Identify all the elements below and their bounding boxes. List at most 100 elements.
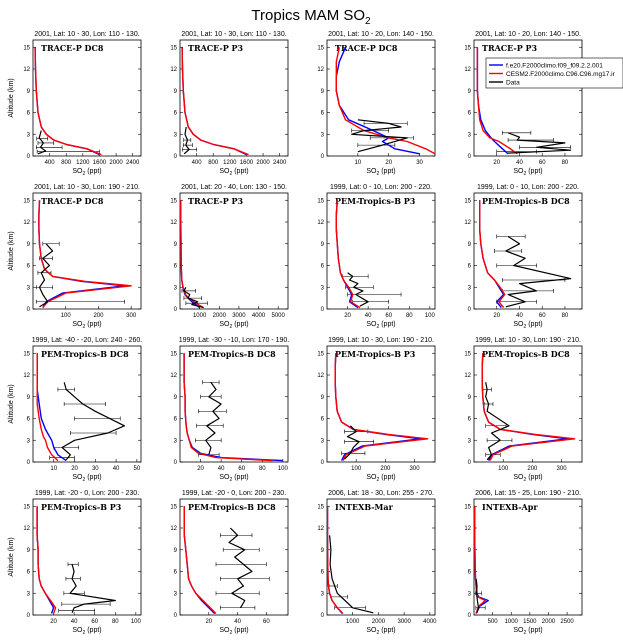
- y-tick-label: 15: [170, 198, 177, 204]
- panel-title: 2001, Lat: 20 - 40, Lon: 130 - 150.: [181, 184, 287, 191]
- panel-14: 1999, Lat: -20 - 0, Lon: 200 - 230. PEM-T…: [170, 490, 289, 636]
- plot-frame: [32, 39, 142, 157]
- x-tick-label: 80: [406, 313, 413, 319]
- y-tick-label: 3: [321, 591, 325, 597]
- series-line-data: [228, 527, 253, 609]
- y-tick-label: 9: [468, 548, 472, 554]
- series-line-data: [485, 382, 510, 461]
- x-tick-label: 2400: [273, 160, 287, 166]
- panel-11: 1999, Lat: 10 - 30, Lon: 190 - 210. PEM-T…: [317, 337, 436, 483]
- y-tick-label: 6: [27, 417, 31, 423]
- x-tick-label: 80: [562, 160, 569, 166]
- legend-box: [485, 57, 623, 89]
- x-tick-label: 60: [385, 313, 392, 319]
- series-line-model2: [327, 506, 344, 614]
- plot-frame: [326, 39, 436, 157]
- x-label-unit: (ppt): [379, 168, 395, 175]
- panel-title: 1999, Lat: 0 - 10, Lon: 200 - 220.: [477, 184, 579, 191]
- campaign-label: PEM-Tropics-B P3: [335, 349, 416, 359]
- x-tick-label: 1600: [240, 160, 254, 166]
- x-tick-label: 20: [50, 619, 57, 625]
- y-axis-label: Altitude (km): [8, 384, 15, 423]
- x-tick-label: 60: [91, 619, 98, 625]
- series-line-data: [507, 132, 572, 154]
- plot-area: [335, 47, 435, 155]
- x-tick-label: 100: [351, 466, 362, 472]
- x-label-main: SO: [366, 168, 377, 175]
- y-tick-label: 15: [23, 198, 30, 204]
- panel-title: 2001, Lat: 10 - 20, Lon: 140 - 150.: [475, 31, 581, 38]
- y-tick-label: 0: [27, 307, 31, 313]
- x-label-unit: (ppt): [232, 474, 248, 481]
- y-tick-label: 0: [468, 307, 472, 313]
- panel-9: 1999, Lat: -40 - -20, Lon: 240 - 260. PEM…: [8, 337, 142, 483]
- x-label-unit: (ppt): [526, 474, 542, 481]
- y-tick-label: 3: [321, 285, 325, 291]
- plot-frame: [179, 345, 289, 463]
- y-tick-label: 6: [27, 264, 31, 270]
- y-tick-label: 0: [27, 460, 31, 466]
- x-label-main: SO: [513, 627, 524, 634]
- x-label-main: SO: [72, 474, 83, 481]
- plot-frame: [473, 498, 583, 616]
- plot-frame: [473, 192, 583, 310]
- y-tick-label: 9: [468, 242, 472, 248]
- series-line-data: [347, 272, 369, 307]
- plot-area: [36, 506, 116, 614]
- x-tick-label: 40: [234, 619, 241, 625]
- x-label-sub: 2: [230, 324, 233, 330]
- series-line-model2: [38, 200, 132, 309]
- y-tick-label: 9: [174, 89, 178, 95]
- y-tick-label: 15: [317, 198, 324, 204]
- legend: f.e20.F2000climo.f09_f09.2.2.001 CESM2.F2…: [485, 57, 623, 89]
- y-tick-label: 12: [23, 373, 30, 379]
- series-line-model2: [34, 47, 102, 156]
- x-label-main: SO: [366, 321, 377, 328]
- x-tick-label: 300: [557, 466, 568, 472]
- y-tick-label: 3: [468, 132, 472, 138]
- series-line-model1: [36, 506, 55, 614]
- panel-15: 2006, Lat: 18 - 30, Lon: 255 - 270. INTEX…: [317, 490, 437, 636]
- panel-title: 1999, Lat: -20 - 0, Lon: 200 - 230.: [35, 490, 139, 497]
- y-tick-label: 15: [464, 351, 471, 357]
- panel-13: 1999, Lat: -20 - 0, Lon: 200 - 230. PEM-T…: [8, 490, 142, 636]
- x-label-sub: 2: [524, 324, 527, 330]
- panel-3: 2001, Lat: 10 - 20, Lon: 140 - 150. TRACE…: [317, 31, 436, 177]
- y-tick-label: 6: [174, 570, 178, 576]
- x-axis-label: SO2 (ppt): [219, 627, 248, 636]
- y-tick-label: 15: [317, 351, 324, 357]
- plot-frame: [473, 345, 583, 463]
- x-tick-label: 100: [131, 619, 142, 625]
- x-label-sub: 2: [83, 477, 86, 483]
- panel-16: 2006, Lat: 15 - 25, Lon: 190 - 210. INTEX…: [464, 490, 583, 636]
- x-tick-label: 100: [498, 466, 509, 472]
- y-tick-label: 3: [174, 285, 178, 291]
- campaign-label: TRACE-P P3: [188, 196, 244, 206]
- panel-title: 2001, Lat: 10 - 30, Lon: 190 - 210.: [34, 184, 140, 191]
- x-axis-label: SO2 (ppt): [219, 474, 248, 483]
- y-tick-label: 15: [464, 504, 471, 510]
- x-label-main: SO: [219, 321, 230, 328]
- y-tick-label: 3: [468, 591, 472, 597]
- x-label-main: SO: [72, 321, 83, 328]
- y-tick-label: 0: [174, 307, 178, 313]
- x-tick-label: 1500: [523, 619, 537, 625]
- y-tick-label: 12: [317, 67, 324, 73]
- y-tick-label: 0: [174, 613, 178, 619]
- x-label-sub: 2: [83, 630, 86, 636]
- x-tick-label: 30: [416, 160, 423, 166]
- plot-area: [474, 506, 489, 614]
- plot-area: [476, 47, 572, 155]
- figure-title-sub: 2: [365, 16, 371, 27]
- x-axis-label: SO2 (ppt): [513, 627, 542, 636]
- x-label-sub: 2: [377, 477, 380, 483]
- x-label-sub: 2: [230, 477, 233, 483]
- y-tick-label: 6: [27, 111, 31, 117]
- series-line-model2: [479, 200, 506, 309]
- x-tick-label: 400: [45, 160, 56, 166]
- campaign-label: TRACE-P DC8: [41, 196, 104, 206]
- y-axis-label: Altitude (km): [8, 231, 15, 270]
- campaign-label: PEM-Tropics-B DC8: [482, 196, 570, 206]
- y-tick-label: 12: [170, 526, 177, 532]
